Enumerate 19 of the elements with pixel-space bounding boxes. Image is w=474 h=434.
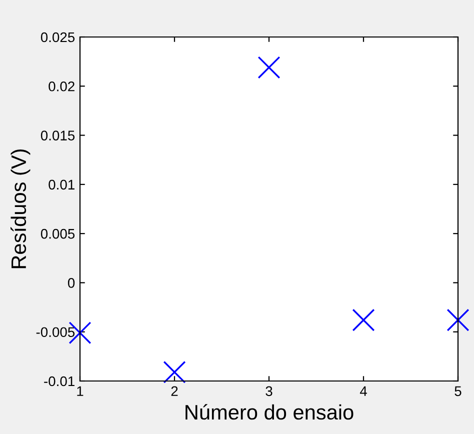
y-tick-label: -0.005 (36, 327, 75, 338)
y-tick-label: 0.02 (48, 81, 74, 92)
point (258, 56, 280, 79)
point (163, 360, 186, 384)
x-axis-title: Número do ensaio (186, 404, 354, 420)
x-tick-label: 5 (454, 386, 462, 396)
y-tick-label: 0.01 (48, 180, 74, 190)
point (446, 308, 470, 332)
x-tick-label: 2 (171, 386, 178, 396)
y-tick-label: -0.01 (44, 376, 74, 386)
point (352, 308, 375, 332)
y-tick-label: 0.025 (40, 32, 75, 42)
x-tick-label: 3 (266, 386, 272, 396)
y-axis-title: Resíduos (V) (10, 150, 30, 268)
y-tick-label: 0.005 (40, 228, 75, 239)
x-tick-label: 1 (77, 386, 84, 396)
x-tick-label: 4 (360, 386, 367, 396)
y-tick-label: 0 (68, 278, 75, 288)
y-tick-label: 0.015 (40, 130, 75, 140)
